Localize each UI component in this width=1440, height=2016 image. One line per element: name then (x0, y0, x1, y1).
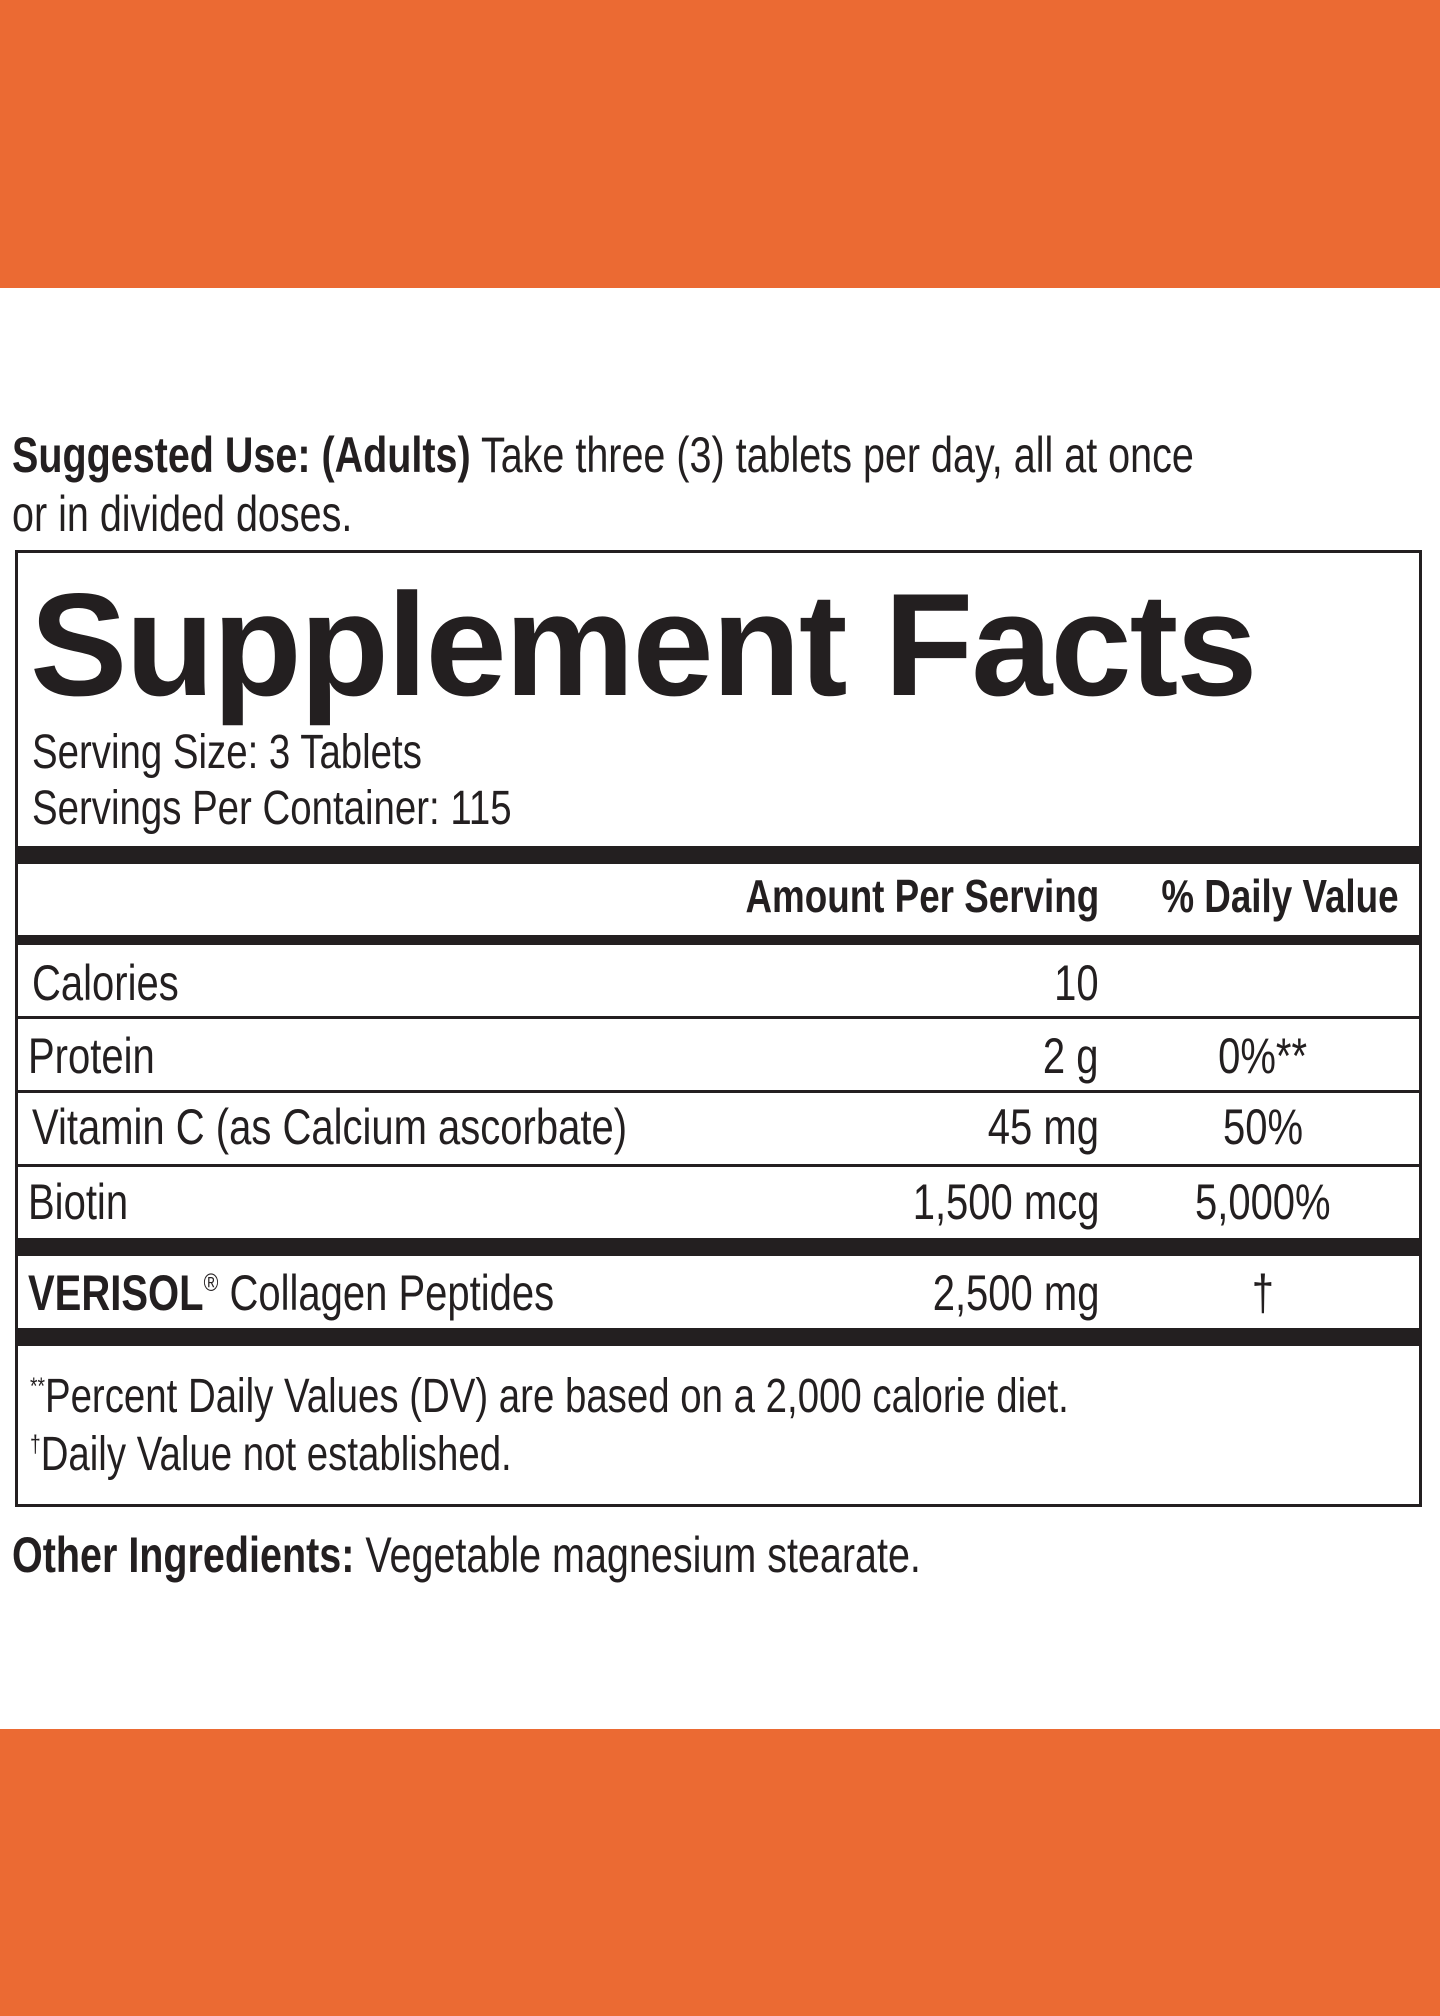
nutrient-amount: 10 (1054, 955, 1100, 1011)
suggested-use-line2: or in divided doses. (12, 486, 353, 542)
dv-header: % Daily Value (1161, 870, 1399, 922)
footnote-mark: † (30, 1431, 41, 1459)
nutrient-amount: 2 g (1043, 1028, 1099, 1084)
footnote-mark: ** (30, 1373, 45, 1401)
supplement-facts-panel: Supplement Facts Serving Size: 3 Tablets… (15, 550, 1422, 1507)
suggested-use-label: Suggested Use: (Adults) (12, 427, 471, 483)
nutrient-dv: 50% (1222, 1099, 1304, 1155)
collagen-row: VERISOL® Collagen Peptides 2,500 mg † (18, 1268, 1419, 1318)
nutrient-name: Protein (28, 1028, 155, 1084)
other-ingredients: Other Ingredients: Vegetable magnesium s… (12, 1530, 1163, 1580)
suggested-use: Suggested Use: (Adults) Take three (3) t… (12, 430, 1440, 480)
nutrient-name: Vitamin C (as Calcium ascorbate) (32, 1099, 628, 1155)
serving-size: Serving Size: 3 Tablets (32, 726, 422, 779)
table-row: Biotin 1,500 mcg 5,000% (18, 1177, 1419, 1227)
other-ingredients-text: Vegetable magnesium stearate. (365, 1527, 921, 1583)
collagen-amount: 2,500 mg (932, 1265, 1099, 1321)
suggested-use-line1: Take three (3) tablets per day, all at o… (480, 427, 1194, 483)
divider-thick (18, 1328, 1419, 1346)
nutrient-amount: 45 mg (987, 1099, 1099, 1155)
verisol-brand: VERISOL (28, 1265, 204, 1321)
divider (18, 1164, 1419, 1167)
collagen-name: Collagen Peptides (229, 1265, 555, 1321)
header-row: Amount Per Serving % Daily Value (18, 873, 1419, 923)
nutrient-amount: 1,500 mcg (912, 1174, 1099, 1230)
table-row: Protein 2 g 0%** (18, 1031, 1419, 1081)
divider (18, 1016, 1419, 1019)
nutrient-dv: 5,000% (1195, 1174, 1331, 1230)
facts-title: Supplement Facts (30, 563, 1257, 726)
nutrient-name: Calories (32, 955, 179, 1011)
registered-mark: ® (203, 1268, 219, 1297)
footnote: †Daily Value not established. (30, 1431, 632, 1479)
divider-thick (18, 935, 1419, 945)
table-row: Calories 10 (18, 958, 1419, 1008)
footnote: **Percent Daily Values (DV) are based on… (30, 1373, 1329, 1421)
bottom-orange-band (0, 1729, 1440, 2016)
other-ingredients-label: Other Ingredients: (12, 1527, 355, 1583)
divider (18, 1090, 1419, 1093)
footnote-text: Daily Value not established. (40, 1428, 512, 1481)
servings-per-container: Servings Per Container: 115 (32, 782, 512, 835)
amount-header: Amount Per Serving (745, 870, 1099, 922)
table-row: Vitamin C (as Calcium ascorbate) 45 mg 5… (18, 1102, 1419, 1152)
footnote-text: Percent Daily Values (DV) are based on a… (44, 1370, 1069, 1423)
divider-thick (18, 846, 1419, 864)
collagen-dv: † (1251, 1265, 1275, 1321)
nutrient-dv: 0%** (1218, 1028, 1308, 1084)
top-orange-band (0, 0, 1440, 288)
divider-thick (18, 1238, 1419, 1256)
suggested-use-line2-wrap: or in divided doses. (12, 489, 443, 539)
nutrient-name: Biotin (28, 1174, 129, 1230)
